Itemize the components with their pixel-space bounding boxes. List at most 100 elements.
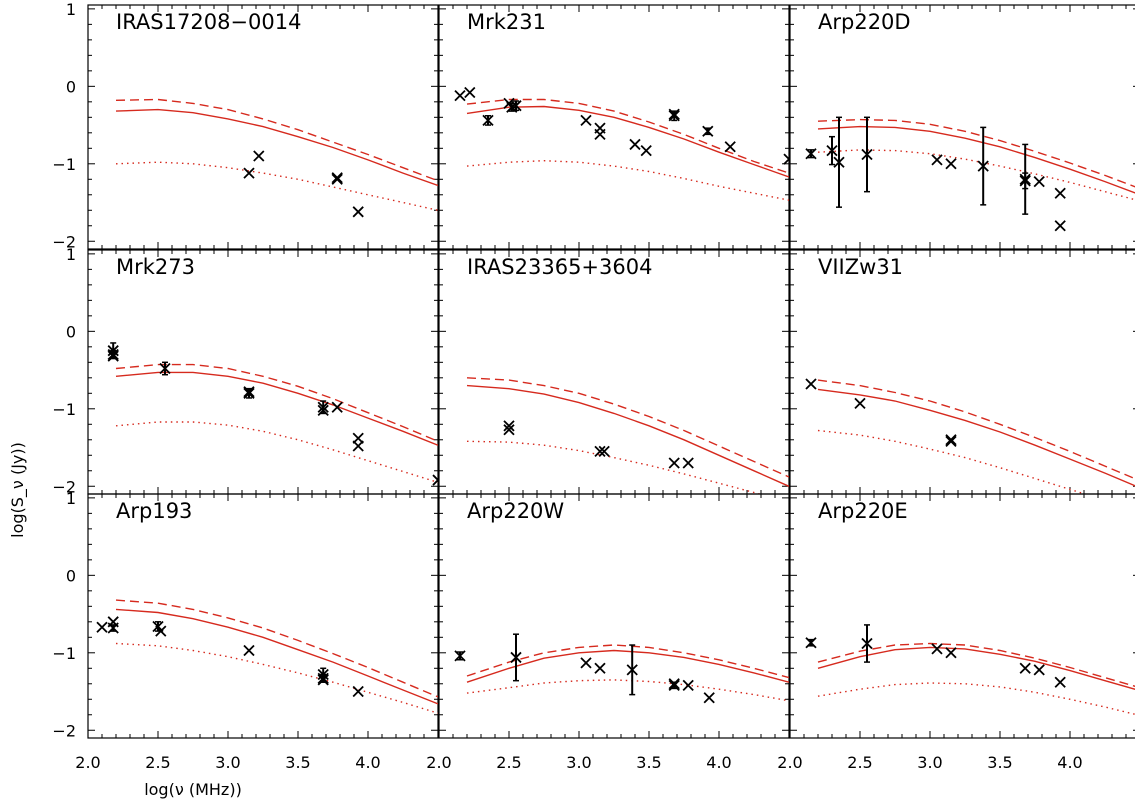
y-tick-label: −1 bbox=[52, 155, 76, 174]
data-point bbox=[352, 440, 364, 452]
y-tick-label: 1 bbox=[66, 489, 76, 508]
plot-area bbox=[96, 599, 438, 714]
data-point bbox=[594, 128, 606, 140]
model-curve-solid bbox=[817, 125, 1135, 194]
panel-frame bbox=[438, 493, 790, 739]
data-point bbox=[724, 141, 736, 153]
model-curve-dotted bbox=[466, 679, 789, 702]
plot-area bbox=[107, 342, 438, 486]
data-point bbox=[464, 86, 476, 99]
panel-6: 1 0 −1 −2 2.0 2.5 3.0 3.5 4.0 Arp193 bbox=[52, 489, 439, 772]
plot-area bbox=[805, 378, 1135, 494]
x-tick-label: 3.5 bbox=[636, 753, 661, 772]
data-point bbox=[977, 160, 989, 172]
plot-area bbox=[466, 377, 789, 494]
data-point bbox=[598, 445, 610, 458]
x-tick-label: 2.5 bbox=[496, 753, 521, 772]
y-tick-label: 1 bbox=[66, 245, 76, 264]
model-curve-dashed bbox=[817, 118, 1135, 188]
data-point bbox=[107, 348, 119, 361]
panel-title: IRAS17208−0014 bbox=[116, 10, 301, 34]
data-point bbox=[1054, 187, 1066, 199]
plot-area bbox=[805, 624, 1135, 716]
panel-8: 2.0 2.5 3.0 3.5 4.0 Arp220E bbox=[777, 493, 1135, 772]
data-point bbox=[1019, 175, 1031, 187]
data-point bbox=[805, 148, 817, 160]
data-point bbox=[945, 434, 957, 446]
panel-title: VIIZw31 bbox=[818, 255, 903, 279]
panel-title: Arp193 bbox=[116, 499, 192, 523]
data-point bbox=[854, 397, 866, 410]
data-point bbox=[331, 401, 343, 413]
model-curve-dotted bbox=[466, 159, 789, 201]
x-tick-label: 4.0 bbox=[706, 753, 731, 772]
data-point bbox=[317, 401, 329, 413]
model-curve-solid bbox=[817, 388, 1135, 487]
data-point bbox=[629, 138, 641, 151]
y-axis-title: log(S_ν (Jy)) bbox=[8, 442, 28, 538]
data-point bbox=[454, 89, 466, 102]
y-tick-label: −2 bbox=[52, 477, 76, 496]
y-tick-label: 0 bbox=[66, 77, 76, 96]
data-point bbox=[945, 435, 957, 447]
data-point bbox=[510, 651, 522, 664]
data-point bbox=[331, 172, 343, 184]
model-curve-dashed bbox=[115, 98, 438, 182]
panel-title: Arp220W bbox=[467, 499, 564, 523]
data-point bbox=[580, 114, 592, 127]
x-tick-label: 3.0 bbox=[917, 753, 942, 772]
model-curve-dashed bbox=[115, 599, 438, 698]
x-tick-label: 3.0 bbox=[566, 753, 591, 772]
data-point bbox=[243, 387, 255, 399]
panel-title: Arp220D bbox=[818, 10, 911, 34]
data-point bbox=[159, 362, 171, 375]
panel-1: Mrk231 bbox=[438, 4, 790, 250]
data-point bbox=[503, 424, 515, 436]
plot-area bbox=[805, 116, 1135, 232]
panel-4: IRAS23365+3604 bbox=[438, 249, 790, 495]
data-point bbox=[805, 637, 817, 649]
panel-7: 2.0 2.5 3.0 3.5 4.0 Arp220W bbox=[426, 493, 790, 772]
plot-area bbox=[115, 98, 438, 218]
model-curve-dashed bbox=[115, 363, 438, 442]
x-axis-title: log(ν (MHz)) bbox=[144, 780, 242, 799]
y-tick-label: −2 bbox=[52, 232, 76, 251]
data-point bbox=[580, 657, 592, 669]
data-point bbox=[682, 679, 694, 691]
data-point bbox=[945, 158, 957, 170]
panel-3: 1 0 −1 −2 Mrk273 bbox=[52, 245, 439, 496]
data-point bbox=[317, 674, 329, 686]
panel-frame bbox=[87, 493, 439, 739]
x-tick-label: 3.0 bbox=[215, 753, 240, 772]
data-point bbox=[482, 114, 494, 127]
data-point bbox=[826, 144, 838, 157]
data-point bbox=[432, 474, 438, 486]
model-curve-solid bbox=[115, 371, 438, 446]
model-curve-dotted bbox=[466, 440, 763, 494]
data-point bbox=[331, 173, 343, 185]
data-point bbox=[783, 153, 789, 165]
x-tick-label: 3.5 bbox=[987, 753, 1012, 772]
data-point bbox=[352, 206, 364, 218]
panel-0: 1 0 −1 −2 IRAS17208−0014 bbox=[52, 0, 439, 251]
data-point bbox=[945, 647, 957, 659]
data-point bbox=[1033, 664, 1045, 676]
data-point bbox=[503, 420, 515, 432]
x-tick-label: 2.0 bbox=[426, 753, 451, 772]
model-curve-solid bbox=[115, 608, 438, 705]
data-point bbox=[668, 110, 680, 122]
data-point bbox=[833, 156, 845, 168]
data-point bbox=[702, 125, 714, 137]
model-curve-solid bbox=[466, 384, 789, 487]
data-point bbox=[243, 644, 255, 657]
data-point bbox=[317, 404, 329, 416]
data-point bbox=[668, 457, 680, 469]
panel-title: Mrk273 bbox=[116, 255, 195, 279]
data-point bbox=[510, 100, 522, 112]
data-point bbox=[1054, 220, 1066, 232]
panel-frame bbox=[438, 4, 790, 250]
data-point bbox=[805, 378, 817, 390]
panel-frame bbox=[438, 249, 790, 495]
model-curve-dotted bbox=[115, 642, 438, 714]
data-point bbox=[155, 625, 167, 637]
